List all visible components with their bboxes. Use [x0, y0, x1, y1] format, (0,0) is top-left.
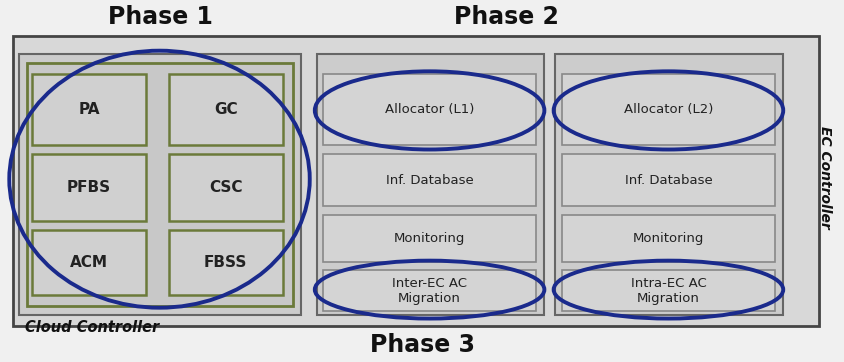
- FancyBboxPatch shape: [323, 154, 536, 206]
- FancyBboxPatch shape: [169, 230, 283, 295]
- Text: Inter-EC AC
Migration: Inter-EC AC Migration: [392, 277, 467, 304]
- Text: ACM: ACM: [70, 255, 108, 270]
- FancyBboxPatch shape: [316, 54, 544, 315]
- Text: Monitoring: Monitoring: [394, 232, 465, 245]
- Text: CSC: CSC: [209, 180, 242, 195]
- FancyBboxPatch shape: [32, 74, 146, 145]
- FancyBboxPatch shape: [323, 215, 536, 262]
- FancyBboxPatch shape: [169, 74, 283, 145]
- Text: Monitoring: Monitoring: [633, 232, 704, 245]
- Text: Phase 1: Phase 1: [108, 5, 213, 29]
- FancyBboxPatch shape: [323, 74, 536, 145]
- Text: Phase 2: Phase 2: [454, 5, 559, 29]
- Text: FBSS: FBSS: [204, 255, 247, 270]
- Text: PFBS: PFBS: [67, 180, 111, 195]
- FancyBboxPatch shape: [19, 54, 301, 315]
- Text: Cloud Controller: Cloud Controller: [25, 320, 160, 335]
- FancyBboxPatch shape: [13, 36, 819, 326]
- Text: Inf. Database: Inf. Database: [625, 174, 712, 186]
- Text: EC Controller: EC Controller: [819, 126, 832, 229]
- Text: Phase 3: Phase 3: [370, 333, 474, 357]
- FancyBboxPatch shape: [562, 270, 775, 311]
- Text: GC: GC: [214, 102, 237, 117]
- FancyBboxPatch shape: [562, 154, 775, 206]
- FancyBboxPatch shape: [169, 154, 283, 221]
- Text: Intra-EC AC
Migration: Intra-EC AC Migration: [630, 277, 706, 304]
- FancyBboxPatch shape: [27, 63, 293, 306]
- FancyBboxPatch shape: [562, 74, 775, 145]
- Text: Inf. Database: Inf. Database: [386, 174, 473, 186]
- FancyBboxPatch shape: [555, 54, 783, 315]
- FancyBboxPatch shape: [323, 270, 536, 311]
- FancyBboxPatch shape: [32, 154, 146, 221]
- Text: Allocator (L1): Allocator (L1): [385, 103, 474, 116]
- Text: Allocator (L2): Allocator (L2): [624, 103, 713, 116]
- FancyBboxPatch shape: [32, 230, 146, 295]
- Text: PA: PA: [78, 102, 100, 117]
- FancyBboxPatch shape: [562, 215, 775, 262]
